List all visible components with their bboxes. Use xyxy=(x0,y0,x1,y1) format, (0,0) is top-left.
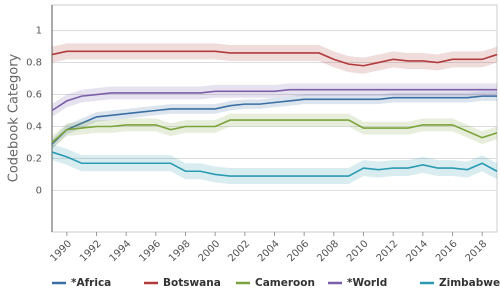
legend-label: Zimbabwe xyxy=(439,277,500,289)
legend-label: Botswana xyxy=(163,277,221,289)
x-tick-label: 2008 xyxy=(315,238,341,264)
y-tick-label: 0.8 xyxy=(26,58,42,69)
series-line xyxy=(51,88,497,112)
x-tick-label: 1990 xyxy=(48,238,74,264)
x-tick-label: 2000 xyxy=(197,238,223,264)
plot-area xyxy=(51,4,498,233)
x-tick-label: 1996 xyxy=(137,238,163,264)
series-line xyxy=(51,151,498,177)
confidence-band xyxy=(52,113,497,149)
x-tick-label: 2010 xyxy=(345,238,371,264)
confidence-band xyxy=(52,91,497,149)
x-tick-label: 2018 xyxy=(464,238,490,264)
confidence-band xyxy=(52,83,497,117)
x-tick-label: 1994 xyxy=(108,238,134,264)
y-axis-title: Codebook Category xyxy=(7,53,22,182)
y-tick-label: 0 xyxy=(36,185,42,196)
x-tick-label: 2016 xyxy=(434,238,460,264)
x-tick-label: 2012 xyxy=(375,238,401,264)
legend-label: *Africa xyxy=(71,277,111,289)
confidence-band xyxy=(52,144,497,185)
x-tick-label: 1992 xyxy=(78,238,104,264)
x-tick-label: 2002 xyxy=(226,238,252,264)
series-line xyxy=(51,50,498,67)
legend-label: Cameroon xyxy=(255,277,315,289)
x-tick-label: 2014 xyxy=(404,238,430,264)
y-tick-label: 0.2 xyxy=(26,153,42,164)
legend-label: *World xyxy=(347,277,387,289)
y-tick-label: 0.6 xyxy=(26,90,42,101)
series-line xyxy=(51,95,497,145)
x-tick-label: 2006 xyxy=(286,238,312,264)
y-tick-label: 1 xyxy=(36,26,42,37)
series-line xyxy=(51,119,498,144)
y-tick-label: 0.4 xyxy=(26,121,42,132)
x-tick-label: 2004 xyxy=(256,238,282,264)
x-tick-label: 1998 xyxy=(167,238,193,264)
